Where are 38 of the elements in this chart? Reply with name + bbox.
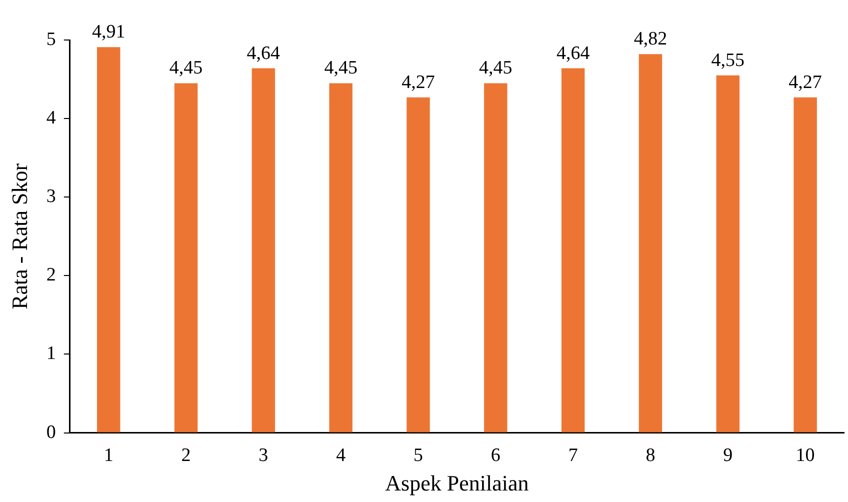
bar [716, 75, 740, 432]
data-label: 4,55 [711, 50, 745, 71]
x-tick-label: 10 [796, 445, 815, 466]
bar [638, 54, 662, 432]
bar [794, 97, 817, 432]
data-label: 4,27 [788, 72, 822, 93]
x-axis-title: Aspek Penilaian [385, 470, 529, 496]
bar [329, 83, 352, 432]
data-label: 4,45 [324, 58, 358, 79]
x-tick-label: 4 [336, 445, 346, 466]
x-tick-label: 7 [568, 445, 578, 466]
data-label: 4,91 [92, 22, 126, 43]
bar [252, 68, 276, 432]
x-tick-label: 5 [413, 445, 423, 466]
bar [96, 47, 120, 432]
x-tick-label: 3 [258, 445, 268, 466]
bar [484, 83, 508, 432]
y-tick-label: 1 [46, 343, 56, 364]
data-label: 4,27 [402, 72, 435, 93]
y-tick-label: 4 [46, 108, 56, 129]
bar [406, 97, 430, 432]
bar [174, 83, 198, 432]
x-tick-label: 2 [181, 445, 191, 466]
data-label: 4,64 [556, 42, 590, 64]
x-tick-label: 9 [723, 445, 733, 466]
bar [561, 68, 585, 432]
y-tick-label: 5 [46, 28, 56, 50]
x-tick-label: 6 [490, 445, 500, 466]
y-tick-label: 2 [46, 264, 56, 286]
y-tick-label: 0 [46, 422, 56, 443]
data-label: 4,45 [169, 58, 203, 79]
data-label: 4,82 [634, 28, 668, 50]
x-tick-label: 1 [104, 445, 114, 466]
data-label: 4,64 [246, 42, 281, 64]
x-tick-label: 8 [646, 445, 656, 466]
y-tick-label: 3 [46, 186, 56, 208]
y-axis-title: Rata - Rata Skor [6, 162, 32, 310]
data-label: 4,45 [479, 58, 512, 79]
